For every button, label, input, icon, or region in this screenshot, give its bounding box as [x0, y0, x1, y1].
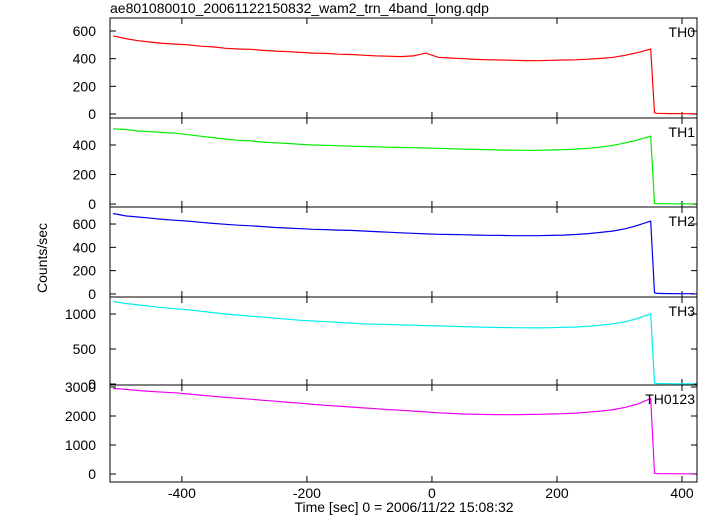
panel-label: TH0123: [645, 391, 695, 407]
panel-frame: [109, 117, 698, 208]
y-tick-label: 0: [88, 376, 96, 392]
y-tick-label: 0: [88, 106, 96, 122]
y-axis-label: Counts/sec: [34, 223, 50, 293]
x-tick-label: -200: [293, 485, 321, 501]
data-line: [112, 212, 695, 295]
data-line: [113, 128, 695, 205]
panel-label: TH1: [669, 124, 696, 140]
y-tick-label: 400: [73, 137, 97, 153]
y-tick-label: 1000: [65, 306, 96, 322]
y-tick-label: 1000: [65, 437, 96, 453]
y-tick-label: 400: [73, 239, 97, 255]
chart-title: ae801080010_20061122150832_wam2_trn_4ban…: [110, 0, 489, 16]
panel-frame: [109, 17, 698, 119]
y-tick-label: 3000: [65, 379, 96, 395]
x-tick-label: 400: [670, 485, 694, 501]
x-tick-label: 0: [428, 485, 436, 501]
panel-label: TH3: [669, 303, 696, 319]
y-tick-label: 200: [73, 78, 97, 94]
panel-frame: [109, 206, 698, 298]
data-line: [113, 387, 695, 475]
y-tick-label: 200: [73, 263, 97, 279]
panel-frame: [109, 384, 698, 483]
y-tick-label: 2000: [65, 408, 96, 424]
y-tick-label: 600: [73, 216, 97, 232]
y-tick-label: 0: [88, 286, 96, 302]
y-tick-label: 600: [73, 23, 97, 39]
x-tick-label: -400: [168, 485, 196, 501]
panel-label: TH2: [669, 213, 696, 229]
panel-label: TH0: [669, 24, 696, 40]
x-tick-label: 200: [545, 485, 569, 501]
data-line: [113, 300, 695, 385]
x-axis-label: Time [sec] 0 = 2006/11/22 15:08:32: [294, 499, 513, 515]
y-tick-label: 500: [73, 341, 97, 357]
y-tick-label: 0: [88, 466, 96, 482]
y-tick-label: 0: [88, 196, 96, 212]
data-line: [112, 35, 695, 115]
panel-frame: [109, 296, 698, 386]
y-tick-label: 400: [73, 51, 97, 67]
y-tick-label: 200: [73, 167, 97, 183]
